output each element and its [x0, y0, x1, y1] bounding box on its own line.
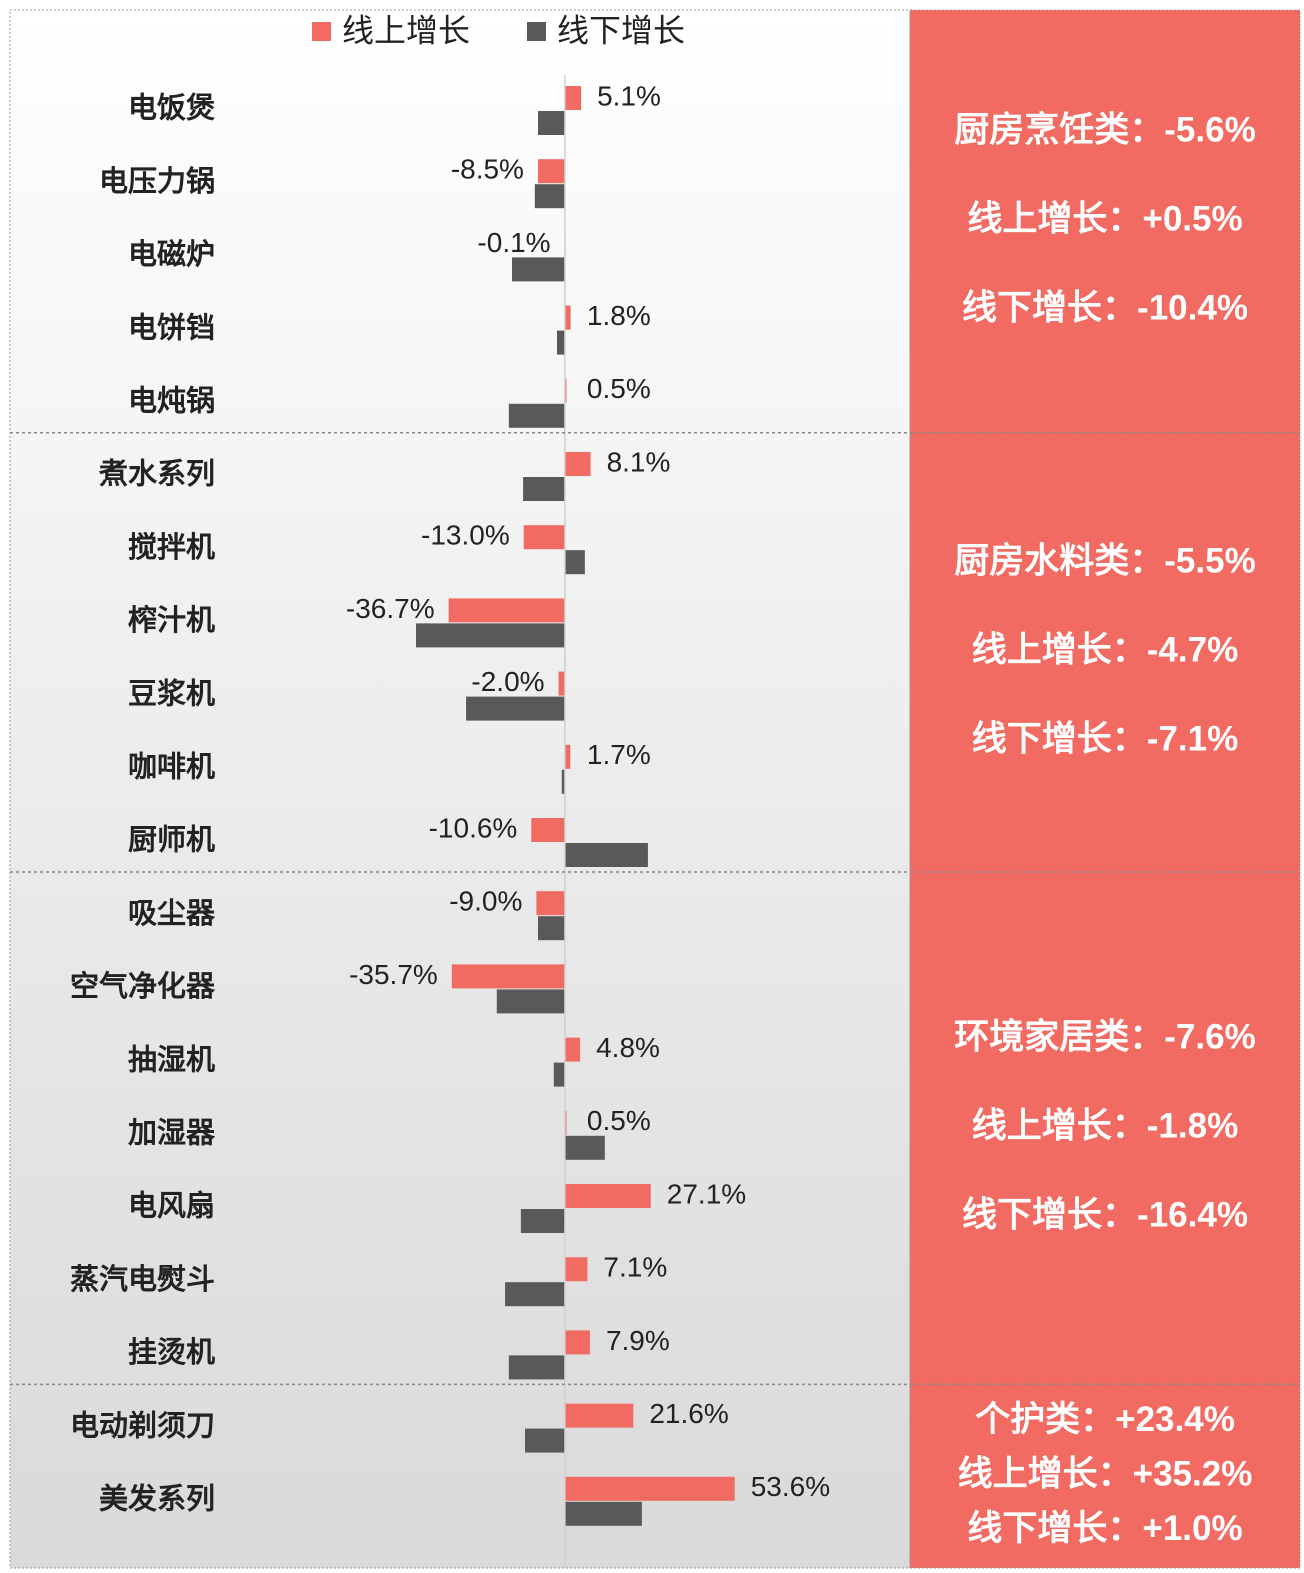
- category-label: 豆浆机: [128, 676, 215, 710]
- bar: [564, 1403, 634, 1428]
- category-label: 电动剃须刀: [70, 1409, 215, 1442]
- bar: [508, 1355, 565, 1380]
- summary-text: 线上增长：+0.5%: [967, 200, 1242, 239]
- value-label: 27.1%: [667, 1178, 746, 1209]
- legend-label: 线下增长: [557, 12, 685, 48]
- value-label: 0.5%: [587, 373, 651, 404]
- summary-text: 厨房烹饪类：-5.6%: [954, 111, 1255, 150]
- summary-text: 个护类：+23.4%: [975, 1400, 1235, 1439]
- summary-text: 环境家居类：-7.6%: [954, 1017, 1255, 1056]
- bar: [564, 1184, 651, 1208]
- bar: [564, 550, 585, 575]
- value-label: 53.6%: [751, 1471, 830, 1502]
- category-label: 电磁炉: [128, 237, 215, 271]
- bar: [564, 86, 582, 110]
- value-label: -0.1%: [477, 227, 550, 258]
- summary-text: 线下增长：-16.4%: [962, 1195, 1248, 1234]
- bar: [451, 964, 565, 989]
- bar: [564, 1037, 581, 1062]
- value-label: -9.0%: [449, 886, 522, 917]
- summary-text: 线上增长：-4.7%: [972, 631, 1238, 670]
- category-label: 吸尘器: [128, 897, 216, 930]
- category-label: 空气净化器: [70, 969, 216, 1003]
- category-label: 蒸汽电熨斗: [70, 1263, 215, 1296]
- bar: [553, 1062, 565, 1087]
- value-label: -8.5%: [451, 154, 524, 185]
- bar: [564, 452, 591, 476]
- bar: [561, 769, 565, 794]
- bar: [520, 1209, 565, 1233]
- summary-text: 线下增长：-7.1%: [972, 720, 1238, 759]
- bar: [416, 623, 565, 648]
- value-label: 8.1%: [607, 446, 671, 477]
- value-label: -10.6%: [429, 812, 518, 843]
- bar: [556, 330, 565, 355]
- summary-text: 线上增长：+35.2%: [958, 1454, 1253, 1493]
- plot-background: [9, 9, 911, 1569]
- category-label: 抽湿机: [128, 1043, 215, 1076]
- summary-text: 线下增长：+1.0%: [967, 1509, 1242, 1548]
- bar: [523, 477, 565, 501]
- bar: [448, 598, 565, 623]
- legend-swatch: [527, 22, 546, 41]
- category-label: 电饼铛: [128, 311, 215, 344]
- value-label: -2.0%: [471, 666, 544, 697]
- bar: [536, 891, 565, 916]
- bar: [564, 744, 571, 769]
- bar: [496, 989, 565, 1014]
- bar: [564, 1330, 590, 1355]
- bar: [537, 159, 565, 184]
- category-label: 搅拌机: [128, 531, 215, 564]
- bar: [564, 843, 648, 867]
- legend-swatch: [312, 22, 331, 41]
- bar: [564, 1476, 735, 1501]
- value-label: 0.5%: [587, 1105, 651, 1136]
- value-label: 4.8%: [596, 1032, 660, 1063]
- value-label: 1.7%: [587, 739, 651, 770]
- category-label: 挂烫机: [128, 1336, 215, 1369]
- bar: [564, 1110, 567, 1135]
- legend-label: 线上增长: [342, 12, 470, 48]
- bar: [505, 1282, 565, 1307]
- value-label: 7.9%: [606, 1325, 670, 1356]
- bar: [558, 671, 565, 696]
- category-label: 电饭煲: [128, 91, 215, 125]
- category-label: 电压力锅: [99, 165, 215, 198]
- summary-text: 线下增长：-10.4%: [962, 289, 1248, 328]
- bar: [523, 525, 565, 550]
- summary-text: 厨房水料类：-5.5%: [954, 542, 1255, 581]
- category-label: 美发系列: [99, 1482, 215, 1515]
- bar: [512, 257, 565, 282]
- bar: [564, 1501, 642, 1526]
- bar: [537, 916, 565, 941]
- bar: [564, 305, 571, 330]
- bar: [564, 378, 567, 403]
- bar: [531, 818, 565, 842]
- category-label: 煮水系列: [98, 458, 215, 491]
- category-label: 榨汁机: [128, 603, 215, 637]
- value-label: -35.7%: [349, 959, 438, 990]
- bar: [508, 403, 565, 428]
- value-label: 7.1%: [603, 1252, 667, 1283]
- bar: [564, 1135, 605, 1160]
- bar: [466, 696, 565, 721]
- value-label: 5.1%: [597, 80, 661, 111]
- category-label: 咖啡机: [128, 750, 215, 783]
- summary-background: [909, 9, 1301, 1569]
- bar: [524, 1428, 565, 1453]
- value-label: 21.6%: [649, 1398, 728, 1429]
- category-label: 加湿器: [128, 1116, 216, 1149]
- value-label: -36.7%: [346, 593, 435, 624]
- value-label: 1.8%: [587, 300, 651, 331]
- bar: [537, 111, 565, 135]
- value-label: -13.0%: [421, 520, 510, 551]
- category-label: 电风扇: [128, 1190, 215, 1223]
- category-label: 厨师机: [128, 824, 215, 857]
- bar: [534, 184, 565, 209]
- summary-text: 线上增长：-1.8%: [972, 1106, 1238, 1145]
- bar: [564, 1257, 588, 1282]
- category-label: 电炖锅: [128, 384, 215, 417]
